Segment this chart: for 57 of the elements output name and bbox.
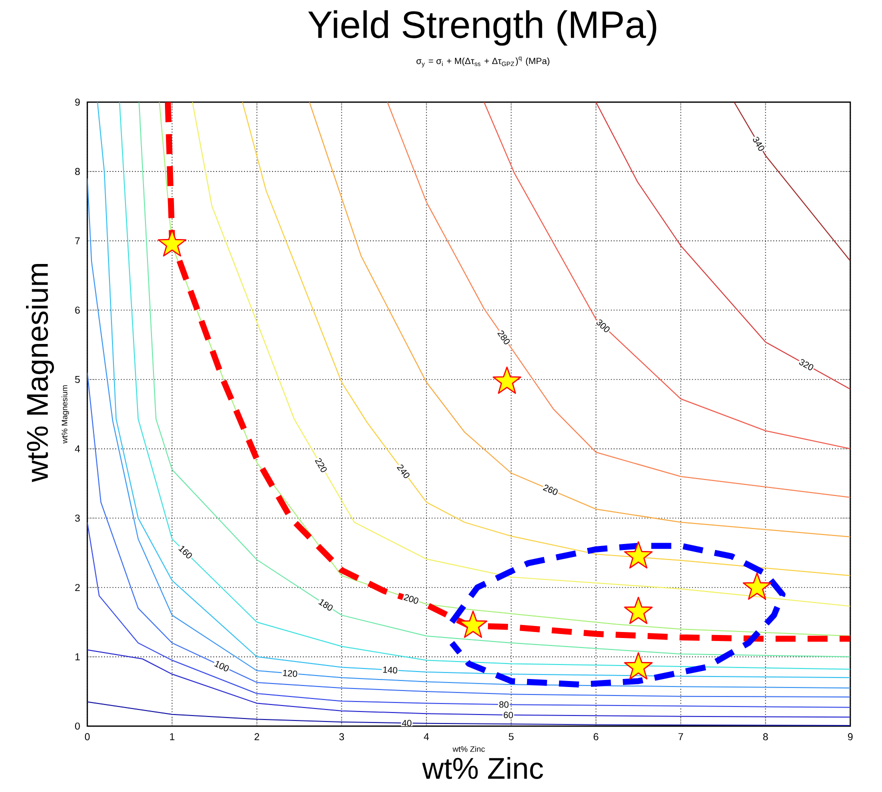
x-tick-label: 8 xyxy=(763,733,768,740)
series-label: 120 xyxy=(282,670,298,677)
text: 300 xyxy=(596,319,610,332)
text: 240 xyxy=(396,464,410,478)
line-series xyxy=(308,102,850,538)
line-series xyxy=(484,102,850,450)
line-series xyxy=(87,178,850,688)
text: σ$_{y}$ = σ$_{i}$ + M(Δτ$_{ss}$ + Δτ$_{GPZ}$)$^{q}$ (MPa) xyxy=(416,56,550,68)
text: 100 xyxy=(214,661,229,672)
y-tick-label: 0 xyxy=(75,722,80,730)
x-tick-label: 3 xyxy=(339,733,344,740)
chart-title: Yield Strength (MPa) xyxy=(308,10,656,46)
line-series xyxy=(595,102,850,390)
point xyxy=(742,572,772,600)
text: 320 xyxy=(799,359,814,370)
series-label: 40 xyxy=(402,720,412,726)
x-tick-label: 4 xyxy=(424,733,429,740)
y-axis-title: wt% Magnesium xyxy=(62,385,69,444)
series-label: 80 xyxy=(499,701,509,708)
text: 220 xyxy=(314,458,327,472)
series-label: 140 xyxy=(383,666,398,674)
line-series xyxy=(87,522,850,708)
y-tick-label: 8 xyxy=(75,168,80,175)
text: 200 xyxy=(404,594,418,604)
text: 180 xyxy=(318,599,333,611)
point xyxy=(624,596,653,624)
point xyxy=(492,366,522,394)
point xyxy=(458,610,488,638)
x-tick-label: 1 xyxy=(170,733,174,740)
y-tick-label: 2 xyxy=(75,584,80,591)
y-tick-label: 9 xyxy=(75,98,80,106)
legend-label: 60 xyxy=(504,712,513,718)
y-tick-label: 5 xyxy=(75,376,80,383)
x-axis-title: wt% Zinc xyxy=(452,746,485,752)
point xyxy=(624,652,653,680)
point xyxy=(158,229,186,257)
x-tick-label: 6 xyxy=(594,733,598,740)
text: 280 xyxy=(497,330,510,344)
point xyxy=(624,541,653,569)
text: 340 xyxy=(753,136,764,151)
y-tick-label: 1 xyxy=(75,653,80,660)
y-tick-label: 3 xyxy=(75,514,80,522)
x-tick-label: 0 xyxy=(84,733,90,740)
text: wt% Magnesium xyxy=(26,264,54,482)
line-series xyxy=(386,102,850,498)
y-tick-label: 7 xyxy=(75,237,80,244)
line-series xyxy=(87,701,850,726)
text: 160 xyxy=(178,546,192,558)
text: wt% Zinc xyxy=(422,756,544,780)
y-tick-label: 4 xyxy=(74,445,80,452)
x-tick-label: 2 xyxy=(254,733,260,740)
x-tick-label: 7 xyxy=(678,733,684,740)
line-series xyxy=(87,372,850,698)
text: 260 xyxy=(542,484,558,495)
x-tick-label: 9 xyxy=(848,733,853,740)
y-tick-label: 6 xyxy=(75,306,80,314)
x-tick-label: 5 xyxy=(508,733,514,740)
